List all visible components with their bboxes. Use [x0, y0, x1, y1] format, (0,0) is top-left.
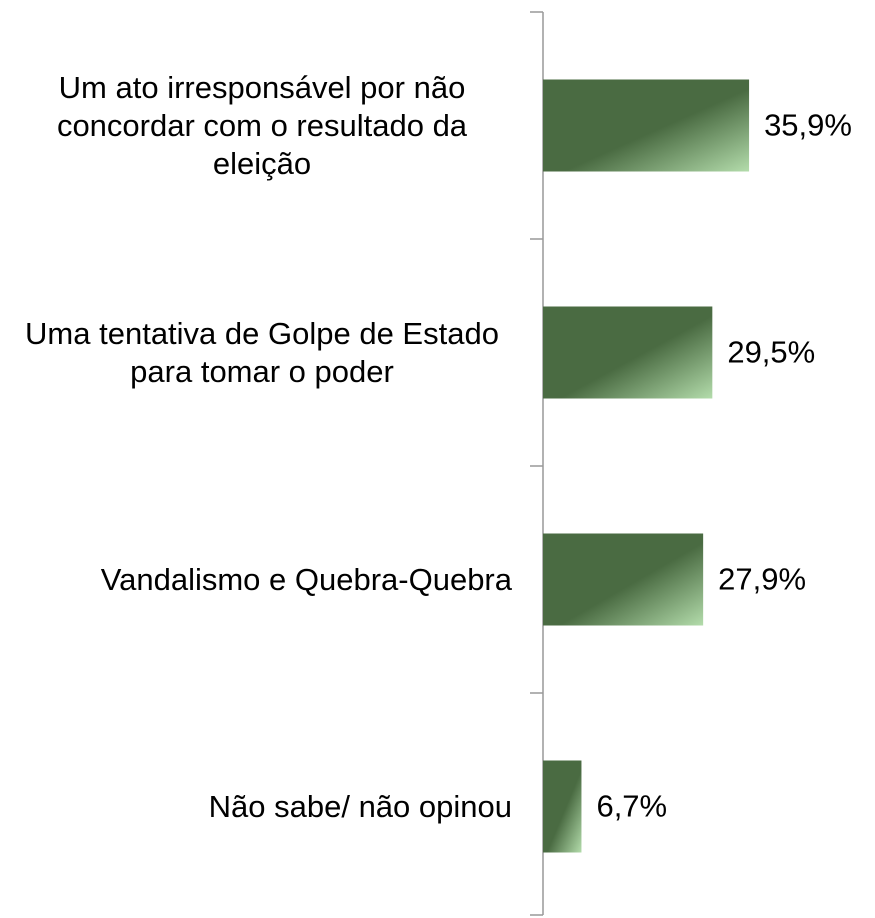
category-label: Um ato irresponsável por não concordar c… [56, 69, 468, 181]
category-label-box: Não sabe/ não opinou [0, 693, 512, 918]
category-label-box: Uma tentativa de Golpe de Estado para to… [0, 239, 512, 466]
category-label-box: Um ato irresponsável por não concordar c… [0, 12, 512, 239]
value-label: 35,9% [764, 108, 852, 143]
bar [543, 79, 750, 172]
value-label: 27,9% [718, 562, 806, 597]
category-label: Não sabe/ não opinou [208, 788, 512, 824]
category-label-box: Vandalismo e Quebra-Quebra [0, 466, 512, 693]
value-label: 29,5% [727, 335, 815, 370]
bar [543, 306, 713, 399]
category-label: Vandalismo e Quebra-Quebra [100, 561, 512, 597]
value-label: 6,7% [596, 789, 667, 824]
category-label: Uma tentativa de Golpe de Estado para to… [25, 315, 499, 389]
bar [543, 760, 582, 853]
bar [543, 533, 704, 626]
